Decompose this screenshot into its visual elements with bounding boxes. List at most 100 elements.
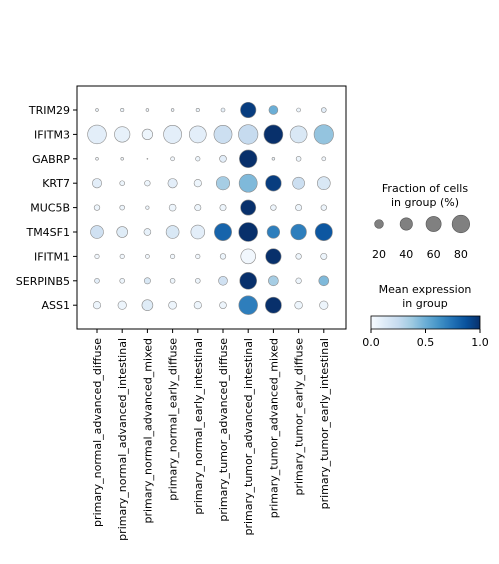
dot-tm4sf1-primary-tumor-early-intestinal xyxy=(314,223,333,241)
colorbar-label-2: 1.0 xyxy=(471,336,489,349)
group-label-primary-normal-early-diffuse: primary_normal_early_diffuse xyxy=(167,338,180,501)
dot-ifitm1-primary-tumor-advanced-mixed xyxy=(265,248,282,265)
dot-muc5b-primary-normal-advanced-intestinal xyxy=(119,204,125,211)
dot-ifitm1-primary-normal-advanced-intestinal xyxy=(119,253,125,259)
gene-label-gabrp: GABRP xyxy=(32,153,70,166)
group-tick-labels: primary_normal_advanced_diffuse primary_n… xyxy=(91,338,331,541)
dot-muc5b-primary-tumor-advanced-mixed xyxy=(270,204,277,211)
dot-serpinb5-primary-tumor-advanced-diffuse xyxy=(218,276,228,286)
gene-label-serpinb5: SERPINB5 xyxy=(16,275,70,288)
group-label-primary-tumor-advanced-intestinal: primary_tumor_advanced_intestinal xyxy=(242,338,255,536)
size-legend-title-line-1: Fraction of cells xyxy=(382,182,468,195)
dot-ifitm3-primary-normal-advanced-diffuse xyxy=(87,124,107,145)
gene-label-muc5b: MUC5B xyxy=(30,202,70,215)
dot-krt7-primary-normal-advanced-mixed xyxy=(144,180,151,187)
dot-ass1-primary-tumor-advanced-diffuse xyxy=(219,301,227,309)
dot-ifitm3-primary-normal-early-intestinal xyxy=(189,125,207,144)
dots-layer xyxy=(87,101,334,315)
dot-ifitm3-primary-normal-early-diffuse xyxy=(163,125,182,144)
gene-label-trim29: TRIM29 xyxy=(28,104,70,117)
dot-gabrp-primary-tumor-early-diffuse xyxy=(295,156,302,162)
dot-ifitm1-primary-normal-advanced-mixed xyxy=(145,254,150,259)
dot-ass1-primary-tumor-advanced-intestinal xyxy=(238,295,258,315)
gene-label-ifitm3: IFITM3 xyxy=(34,128,70,141)
group-label-primary-normal-advanced-mixed: primary_normal_advanced_mixed xyxy=(141,338,154,524)
group-tick-marks xyxy=(96,329,325,333)
color-legend: Mean expression in group 0.0 0.5 1.0 xyxy=(362,283,489,349)
dot-gabrp-primary-tumor-advanced-intestinal xyxy=(239,149,258,168)
dot-krt7-primary-tumor-advanced-diffuse xyxy=(215,176,231,191)
dot-muc5b-primary-normal-early-diffuse xyxy=(168,203,177,212)
gene-label-ifitm1: IFITM1 xyxy=(34,250,70,263)
size-legend-label-40: 40 xyxy=(399,248,413,261)
gene-label-tm4sf1: TM4SF1 xyxy=(25,226,70,239)
dot-trim29-primary-tumor-advanced-intestinal xyxy=(240,101,257,119)
dot-serpinb5-primary-normal-early-intestinal xyxy=(195,278,201,284)
dot-ass1-primary-normal-early-diffuse xyxy=(168,300,177,310)
dot-trim29-primary-normal-advanced-intestinal xyxy=(120,107,125,113)
size-legend-dot-20 xyxy=(374,219,384,229)
dot-serpinb5-primary-tumor-early-intestinal xyxy=(318,275,330,287)
dot-tm4sf1-primary-normal-advanced-diffuse xyxy=(90,225,104,239)
dot-muc5b-primary-tumor-advanced-intestinal xyxy=(240,199,257,216)
size-legend-label-60: 60 xyxy=(427,248,441,261)
dot-serpinb5-primary-normal-advanced-diffuse xyxy=(94,278,100,284)
dot-muc5b-primary-tumor-early-intestinal xyxy=(320,204,327,211)
dot-trim29-primary-normal-advanced-diffuse xyxy=(95,108,99,112)
dot-krt7-primary-tumor-advanced-intestinal xyxy=(238,173,258,193)
group-label-primary-tumor-early-diffuse: primary_tumor_early_diffuse xyxy=(293,338,306,496)
dot-ifitm3-primary-tumor-early-intestinal xyxy=(313,124,334,145)
dot-serpinb5-primary-normal-advanced-intestinal xyxy=(119,278,125,284)
dot-trim29-primary-normal-early-intestinal xyxy=(195,107,200,113)
size-legend: Fraction of cells in group (%) 20 40 60 80 xyxy=(372,182,470,261)
dot-gabrp-primary-tumor-advanced-mixed xyxy=(271,157,276,161)
dot-serpinb5-primary-normal-advanced-mixed xyxy=(143,277,151,285)
dot-ass1-primary-tumor-advanced-mixed xyxy=(265,296,282,314)
group-label-primary-tumor-advanced-diffuse: primary_tumor_advanced_diffuse xyxy=(217,338,230,522)
dot-tm4sf1-primary-tumor-advanced-mixed xyxy=(266,225,281,239)
gene-tick-marks xyxy=(73,109,77,306)
dot-serpinb5-primary-tumor-advanced-intestinal xyxy=(239,272,257,290)
dot-tm4sf1-primary-tumor-advanced-intestinal xyxy=(238,222,258,242)
dot-muc5b-primary-normal-advanced-diffuse xyxy=(93,204,101,211)
colorbar-label-1: 0.5 xyxy=(417,336,435,349)
group-label-primary-tumor-early-intestinal: primary_tumor_early_intestinal xyxy=(318,338,331,509)
dot-ass1-primary-normal-advanced-intestinal xyxy=(117,300,127,310)
dot-ifitm3-primary-normal-advanced-intestinal xyxy=(114,126,131,143)
size-legend-label-20: 20 xyxy=(372,248,386,261)
dot-tm4sf1-primary-tumor-early-diffuse xyxy=(290,223,307,241)
dot-ass1-primary-tumor-early-intestinal xyxy=(319,300,329,310)
dot-ifitm3-primary-normal-advanced-mixed xyxy=(141,128,153,140)
gene-tick-labels: TRIM29 IFITM3 GABRP KRT7 MUC5B TM4SF1 IFITM1 SE… xyxy=(16,104,71,312)
dot-serpinb5-primary-tumor-early-diffuse xyxy=(295,277,302,284)
gene-label-ass1: ASS1 xyxy=(42,299,71,312)
dot-ifitm1-primary-normal-early-diffuse xyxy=(170,253,176,259)
dot-ass1-primary-tumor-early-diffuse xyxy=(294,301,303,310)
colorbar xyxy=(370,315,481,330)
gene-label-krt7: KRT7 xyxy=(42,177,70,190)
dot-krt7-primary-normal-advanced-intestinal xyxy=(119,180,125,186)
size-legend-dot-40 xyxy=(399,217,413,231)
dot-ifitm3-primary-tumor-advanced-mixed xyxy=(263,124,284,145)
color-legend-title-line-2: in group xyxy=(402,297,447,310)
plot-frame xyxy=(76,85,347,330)
dot-trim29-primary-normal-advanced-mixed xyxy=(145,108,150,112)
dot-tm4sf1-primary-normal-advanced-intestinal xyxy=(116,226,128,238)
dot-ifitm1-primary-tumor-advanced-diffuse xyxy=(219,253,227,260)
size-legend-dot-80 xyxy=(451,214,470,234)
dot-tm4sf1-primary-normal-early-intestinal xyxy=(190,224,206,240)
dot-gabrp-primary-tumor-advanced-diffuse xyxy=(219,155,227,163)
dot-ifitm1-primary-tumor-advanced-intestinal xyxy=(240,248,256,265)
dot-trim29-primary-tumor-advanced-diffuse xyxy=(220,107,226,113)
dot-krt7-primary-tumor-early-intestinal xyxy=(317,176,331,190)
size-legend-title-line-2: in group (%) xyxy=(391,196,459,209)
dot-krt7-primary-normal-advanced-diffuse xyxy=(92,178,102,189)
dot-krt7-primary-normal-early-intestinal xyxy=(193,179,202,188)
group-label-primary-normal-advanced-intestinal: primary_normal_advanced_intestinal xyxy=(116,338,129,541)
dot-krt7-primary-tumor-early-diffuse xyxy=(292,176,305,190)
dot-tm4sf1-primary-normal-advanced-mixed xyxy=(143,228,152,236)
size-legend-dot-60 xyxy=(425,216,442,232)
dot-ass1-primary-normal-early-intestinal xyxy=(193,301,202,310)
dot-ifitm1-primary-tumor-early-intestinal xyxy=(320,252,328,260)
